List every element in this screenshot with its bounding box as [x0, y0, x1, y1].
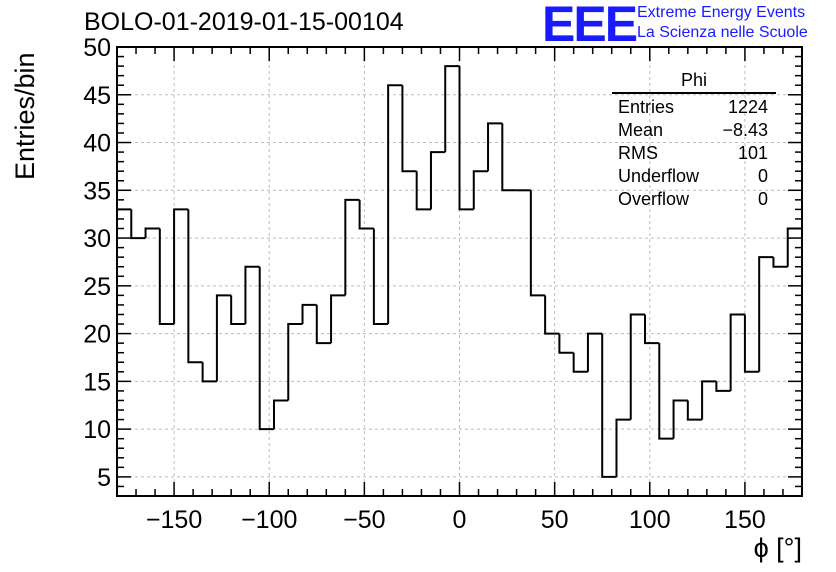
histogram-bin	[444, 65, 460, 153]
histogram-bin	[372, 228, 389, 326]
stats-row: RMS 101	[612, 142, 776, 165]
stats-row: Entries 1224	[612, 96, 776, 119]
histogram-bin	[729, 313, 745, 391]
histogram-bin	[429, 151, 446, 210]
x-tick-label: −50	[343, 506, 385, 534]
stats-value: −8.43	[722, 120, 768, 140]
x-tick-label: 100	[629, 506, 671, 534]
y-tick-label: 5	[97, 464, 111, 492]
histogram-bin	[615, 418, 631, 477]
y-tick-label: 50	[83, 34, 111, 62]
stats-label: Entries	[618, 97, 675, 117]
histogram-bin	[130, 209, 146, 240]
histogram-bin	[301, 303, 317, 325]
y-tick-label: 25	[83, 273, 111, 301]
stats-label: Underflow	[618, 166, 700, 186]
histogram-bin	[558, 333, 574, 354]
stats-title: Phi	[612, 70, 776, 94]
stats-label: Mean	[618, 120, 664, 140]
y-axis-label: Entries/bin	[10, 52, 40, 180]
histogram-bin	[401, 85, 417, 173]
histogram-bin	[644, 314, 660, 345]
histogram-bin	[772, 257, 788, 268]
y-tick-label: 20	[83, 321, 111, 349]
x-tick-label: −150	[146, 506, 202, 534]
axes: −150 −100 −50 0 50 100 150 5 10 15 20 25 30 35 40 45 50	[83, 34, 803, 534]
stats-row: Mean −8.43	[612, 119, 776, 142]
y-tick-label: 30	[83, 225, 111, 253]
stats-value: 1224	[727, 97, 768, 117]
histogram-bin	[658, 343, 674, 440]
histogram-bin	[344, 198, 360, 296]
histogram-bin	[315, 304, 332, 345]
histogram-bin	[501, 123, 517, 192]
histogram-bin	[201, 362, 217, 383]
y-tick-label: 15	[83, 368, 111, 396]
histogram-bin	[330, 294, 346, 344]
x-axis-label: ϕ [°]	[753, 533, 802, 563]
histogram-bin	[358, 199, 374, 230]
histogram-bin	[586, 332, 603, 372]
logo-line-1: Extreme Energy Events	[637, 4, 806, 21]
x-tick-label: −100	[241, 506, 297, 534]
logo-line-2: La Scienza nelle Scuole	[637, 24, 808, 41]
y-tick-label: 10	[83, 416, 111, 444]
histogram-bin	[487, 122, 503, 172]
histogram-bin	[529, 190, 546, 297]
histogram-bin	[173, 208, 189, 325]
y-tick-label: 35	[83, 177, 111, 205]
histogram-bin	[629, 313, 646, 420]
x-tick-label: 0	[453, 506, 467, 534]
histogram-bin	[144, 227, 160, 239]
eee-logo-text: Extreme Energy Events La Scienza nelle S…	[637, 3, 808, 43]
stats-row: Underflow 0	[612, 165, 776, 188]
stats-value: 0	[757, 189, 768, 209]
stats-value: 101	[737, 143, 768, 163]
histogram-bin	[258, 266, 274, 431]
y-tick-label: 40	[83, 130, 111, 158]
chart-title: BOLO-01-2019-01-15-00104	[84, 8, 404, 36]
histogram-bin	[215, 294, 232, 382]
histogram-bin	[387, 84, 403, 325]
x-tick-label: 50	[541, 506, 569, 534]
y-tick-label: 45	[83, 82, 111, 110]
histogram-bin	[758, 256, 774, 372]
histogram-bin	[544, 295, 560, 335]
histogram-bin	[158, 228, 175, 326]
histogram-bin	[686, 400, 703, 421]
stats-box: Phi Entries 1224 Mean −8.43 RMS 101 Unde…	[612, 70, 776, 211]
stats-value: 0	[757, 166, 768, 186]
histogram-bin	[244, 265, 260, 325]
histogram-bin	[458, 66, 474, 211]
stats-row: Overflow 0	[612, 188, 776, 211]
histogram-bin	[743, 314, 760, 373]
histogram-bin	[415, 171, 431, 211]
eee-logo: EEE	[542, 0, 638, 52]
histogram-bin	[601, 333, 617, 478]
histogram-bin	[187, 209, 203, 364]
histogram-bin	[572, 352, 588, 373]
stats-label: Overflow	[618, 189, 690, 209]
histogram-bin	[272, 399, 289, 430]
histogram-bin	[672, 399, 688, 439]
x-tick-label: 150	[724, 506, 766, 534]
histogram-bin	[715, 381, 731, 392]
histogram-bin	[230, 295, 246, 326]
histogram-bin	[472, 170, 489, 210]
stats-label: RMS	[618, 143, 658, 163]
histogram-bin	[287, 323, 303, 401]
histogram-bin	[701, 380, 717, 420]
